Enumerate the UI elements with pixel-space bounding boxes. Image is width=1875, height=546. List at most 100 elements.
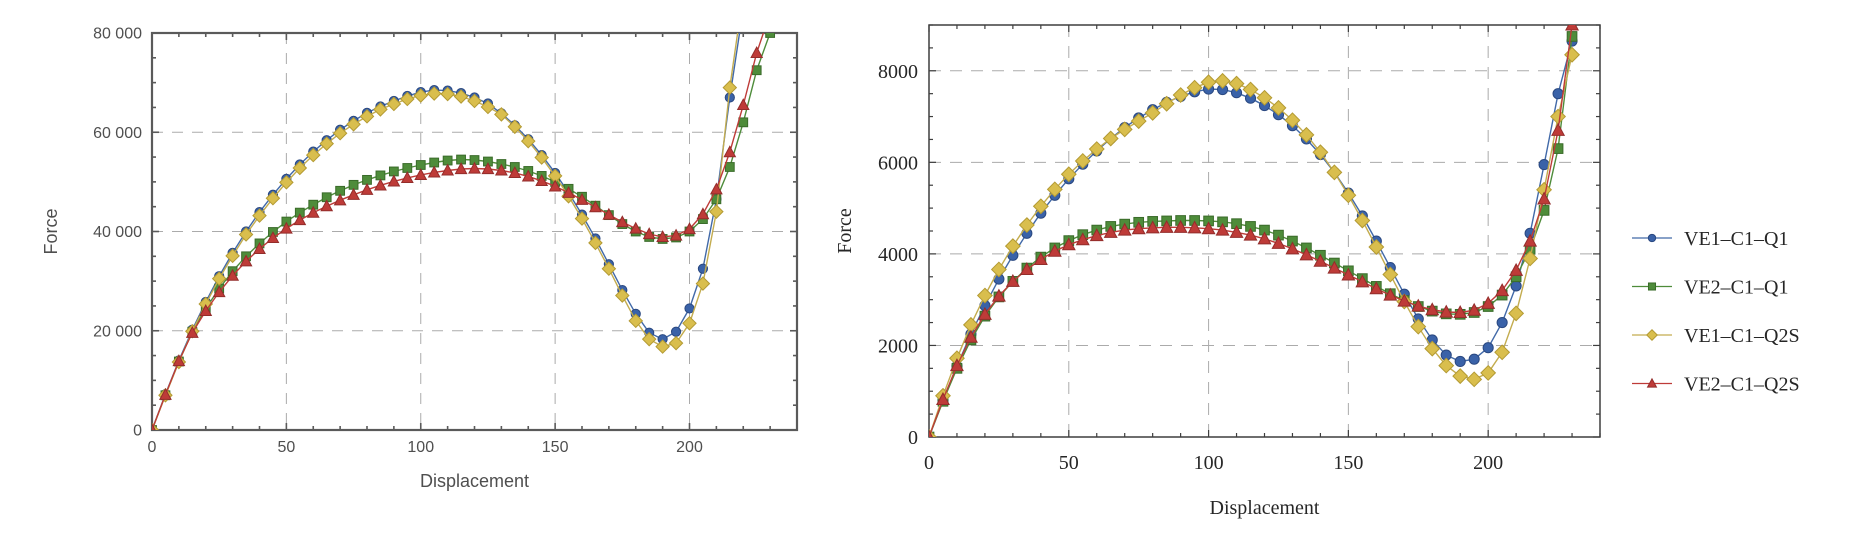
- diamond-marker: [453, 89, 469, 104]
- axis-ticks: [928, 24, 1601, 438]
- triangle-marker: [212, 285, 226, 298]
- triangle-marker: [1271, 235, 1286, 249]
- y-tick-label: 60 000: [93, 125, 142, 142]
- triangle-marker: [239, 254, 253, 267]
- circle-marker: [1647, 233, 1657, 243]
- triangle-marker: [669, 228, 683, 241]
- diamond-marker: [1410, 318, 1427, 335]
- triangle-marker: [1285, 241, 1300, 255]
- triangle-marker: [765, 7, 776, 17]
- triangle-marker: [1341, 267, 1356, 281]
- diamond-marker: [467, 93, 482, 109]
- triangle-marker: [1159, 219, 1174, 233]
- diamond-marker: [1200, 74, 1217, 91]
- diamond-marker: [1522, 250, 1539, 267]
- series-markers-VE1-C1-Q2S: [929, 46, 1581, 437]
- diamond-marker: [238, 227, 254, 242]
- diamond-marker: [695, 276, 711, 291]
- axis-ticks: [151, 32, 798, 431]
- y-tick-label: 4000: [878, 244, 918, 266]
- diamond-marker: [1646, 329, 1658, 341]
- triangle-marker: [963, 329, 978, 343]
- diamond-marker: [641, 331, 657, 347]
- square-marker: [1552, 143, 1564, 154]
- diamond-marker: [494, 107, 509, 122]
- diamond-marker: [1326, 164, 1343, 181]
- diamond-marker: [1270, 99, 1287, 116]
- triangle-marker: [1495, 283, 1510, 297]
- triangle-marker: [1229, 224, 1244, 238]
- triangle-marker: [1173, 219, 1188, 233]
- triangle-marker: [293, 213, 307, 226]
- triangle-marker: [1075, 232, 1090, 246]
- diamond-marker: [1424, 340, 1441, 357]
- diamond-marker: [1452, 368, 1469, 385]
- triangle-marker: [508, 166, 522, 179]
- triangle-marker: [387, 174, 401, 187]
- legend: VE1–C1–Q1 VE2–C1–Q1 VE1–C1–Q2S VE2–C1–Q2S: [1632, 228, 1800, 396]
- diamond-marker: [1354, 212, 1371, 229]
- triangle-marker: [683, 222, 696, 235]
- triangle-marker: [1481, 295, 1496, 309]
- triangle-marker: [709, 182, 723, 195]
- diamond-marker: [1158, 95, 1175, 112]
- triangle-marker: [723, 145, 737, 158]
- chart-left: 0 50 100 150 200 0 20 000 40 000 60 000 80 000 Dis…: [41, 7, 799, 491]
- triangle-marker: [360, 182, 374, 195]
- triangle-marker: [929, 429, 934, 437]
- y-axis-label: Force: [834, 208, 856, 254]
- diamond-marker: [1046, 181, 1063, 198]
- triangle-marker: [521, 169, 535, 182]
- triangle-marker: [226, 268, 240, 281]
- triangle-marker: [642, 227, 656, 240]
- triangle-marker: [320, 199, 334, 212]
- triangle-marker: [548, 179, 562, 192]
- triangle-marker: [696, 207, 710, 220]
- diamond-marker: [373, 102, 388, 117]
- y-axis-label: Force: [41, 208, 61, 254]
- triangle-marker: [333, 193, 347, 206]
- triangle-marker: [1299, 247, 1314, 261]
- triangle-marker: [1201, 221, 1216, 235]
- series-line-VE2-C1-Q2S: [152, 33, 765, 430]
- triangle-marker: [1355, 274, 1370, 288]
- diamond-marker: [1368, 239, 1385, 255]
- diamond-marker: [601, 261, 617, 277]
- series-markers-VE1-C1-Q2S: [152, 80, 738, 430]
- diamond-marker: [359, 109, 375, 124]
- square-marker: [765, 33, 776, 38]
- triangle-marker: [935, 392, 950, 406]
- diamond-marker: [1564, 46, 1581, 63]
- triangle-marker: [589, 200, 602, 213]
- series-markers-VE2-C1-Q2S: [152, 7, 776, 430]
- diamond-marker: [305, 147, 321, 163]
- diamond-marker: [1242, 81, 1259, 98]
- triangle-marker: [373, 178, 387, 191]
- diamond-marker: [520, 133, 536, 149]
- x-axis-label: Displacement: [1210, 497, 1320, 519]
- triangle-marker: [347, 187, 361, 200]
- triangle-marker: [427, 165, 441, 178]
- diamond-marker: [534, 150, 549, 165]
- diamond-marker: [1466, 371, 1483, 388]
- y-tick-label: 0: [133, 423, 142, 440]
- triangle-marker: [1551, 122, 1566, 136]
- triangle-marker: [1131, 221, 1146, 235]
- diamond-marker: [1186, 79, 1203, 96]
- diamond-marker: [655, 339, 670, 354]
- diamond-marker: [1340, 187, 1357, 204]
- circle-marker: [1482, 342, 1494, 354]
- y-tick-label: 2000: [878, 335, 918, 357]
- diamond-marker: [440, 86, 455, 102]
- diamond-marker: [574, 211, 590, 226]
- triangle-marker: [414, 168, 428, 181]
- circle-marker: [1454, 355, 1466, 368]
- diamond-marker: [722, 80, 738, 95]
- diamond-marker: [225, 248, 240, 264]
- triangle-marker: [575, 192, 589, 205]
- square-marker: [738, 117, 749, 128]
- triangle-marker: [1397, 293, 1412, 307]
- y-tick-label: 0: [908, 427, 918, 449]
- triangle-marker: [1313, 253, 1328, 267]
- diamond-marker: [1074, 152, 1091, 169]
